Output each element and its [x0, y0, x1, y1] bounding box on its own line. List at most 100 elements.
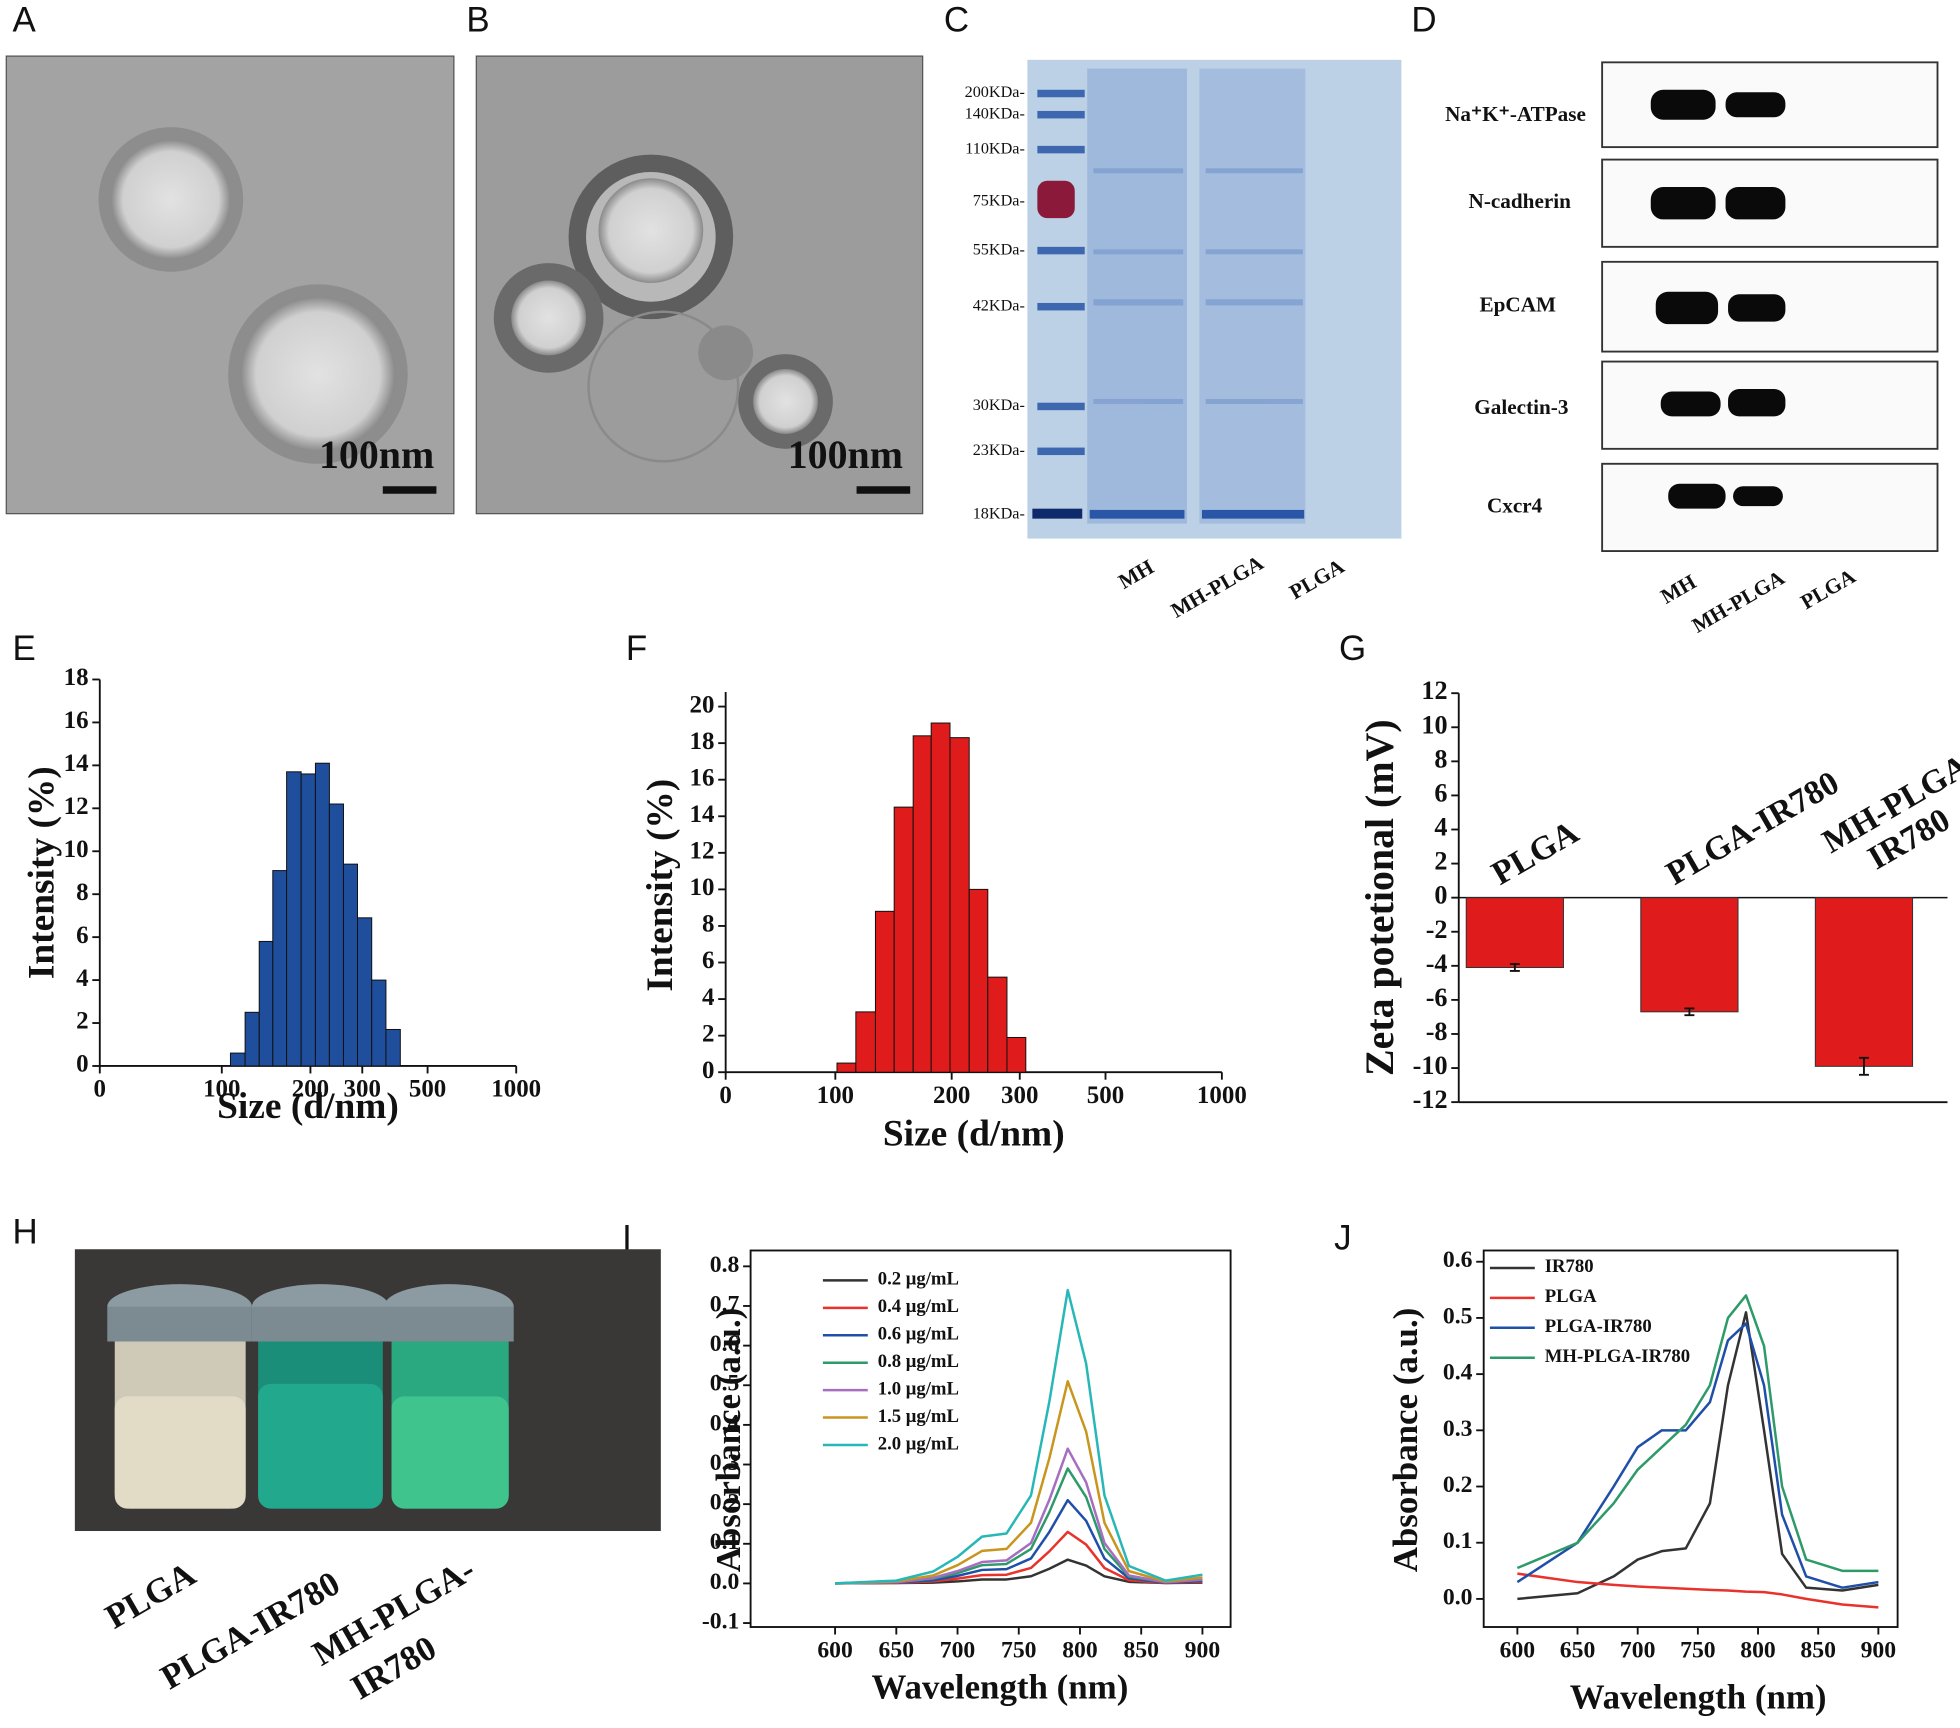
- y-tick-label: -2: [1426, 915, 1448, 944]
- y-tick-label: 2: [1434, 847, 1447, 876]
- x-tick-label: 500: [409, 1076, 446, 1103]
- histogram-bar: [836, 1062, 857, 1073]
- x-tick-label: 750: [1001, 1637, 1037, 1663]
- plot-frame: [749, 1249, 1232, 1628]
- category-label: PLGA: [1486, 813, 1586, 892]
- histogram-bar: [930, 722, 951, 1073]
- y-tick-label: 2: [702, 1020, 714, 1047]
- y-axis-label: Zeta potetional (mV): [1357, 719, 1402, 1076]
- y-tick-label: 0.3: [710, 1450, 740, 1476]
- vial-label: PLGA: [99, 1554, 202, 1636]
- x-axis-label: Size (d/nm): [217, 1086, 399, 1127]
- y-tick-label: 0.1: [710, 1529, 740, 1555]
- y-tick-label: -6: [1426, 983, 1448, 1012]
- x-tick-label: 600: [1500, 1637, 1536, 1663]
- histogram-bar: [912, 735, 932, 1073]
- legend-label: 1.5 μg/mL: [878, 1406, 959, 1427]
- panel-letter: G: [1339, 629, 1366, 668]
- legend-label: 0.6 μg/mL: [878, 1324, 959, 1345]
- series-line: [835, 1530, 1203, 1585]
- histogram-bar: [968, 888, 989, 1073]
- protein-label: Na⁺K⁺-ATPase: [1445, 102, 1586, 126]
- x-tick-label: 650: [1560, 1637, 1596, 1663]
- panel-letter: I: [622, 1219, 632, 1258]
- y-tick-label: 12: [1421, 676, 1447, 705]
- histogram-bar: [874, 910, 895, 1073]
- histogram-bar: [987, 976, 1008, 1073]
- y-tick-label: 0.0: [1443, 1584, 1473, 1610]
- y-tick-label: 10: [1421, 710, 1447, 739]
- histogram-bar: [244, 1011, 260, 1067]
- error-bar: [1858, 1056, 1869, 1076]
- error-bar: [1684, 1007, 1695, 1017]
- histogram-bar: [229, 1052, 246, 1067]
- legend-label: MH-PLGA-IR780: [1545, 1346, 1690, 1367]
- series-line: [835, 1380, 1203, 1585]
- y-tick-label: -4: [1426, 949, 1448, 978]
- x-tick-label: 600: [817, 1637, 853, 1663]
- histogram-bar: [328, 803, 344, 1067]
- series-line: [1517, 1572, 1879, 1609]
- western-blot: Na⁺K⁺-ATPase N-cadherin EpCAM Galectin-3…: [1445, 61, 1939, 638]
- y-tick-label: -0.1: [702, 1608, 739, 1634]
- y-axis-label: Intensity (%): [640, 779, 681, 992]
- y-tick-label: 14: [690, 801, 715, 828]
- category-label: MH-PLGA-IR780: [1816, 742, 1960, 893]
- x-tick-label: 900: [1185, 1637, 1221, 1663]
- scale-bar-label: 100nm: [319, 432, 434, 477]
- panel-letters: A B C D E F G H I J: [13, 1, 1437, 1258]
- y-tick-label: 10: [64, 836, 89, 863]
- y-tick-label: 18: [690, 728, 715, 755]
- x-tick-label: 650: [879, 1637, 915, 1663]
- protein-label: N-cadherin: [1469, 189, 1572, 213]
- y-axis-label: Absorbance (a.u.): [709, 1308, 748, 1573]
- legend-label: IR780: [1545, 1256, 1594, 1277]
- panel-letter: B: [466, 1, 489, 40]
- panel-letter: H: [13, 1213, 38, 1252]
- panel-letter: F: [626, 629, 647, 668]
- y-tick-label: -12: [1413, 1085, 1448, 1114]
- y-axis-label: Absorbance (a.u.): [1386, 1308, 1425, 1573]
- x-tick-label: 850: [1800, 1637, 1836, 1663]
- tem-image-a: 100nm: [5, 55, 455, 515]
- x-tick-label: 500: [1087, 1082, 1124, 1109]
- histogram-bar: [356, 917, 373, 1067]
- legend-label: 1.0 μg/mL: [878, 1378, 959, 1399]
- y-tick-label: 14: [64, 750, 89, 777]
- plot-frame: [1482, 1249, 1899, 1628]
- y-tick-label: 0: [702, 1057, 714, 1084]
- x-tick-label: 1000: [1197, 1082, 1247, 1109]
- x-tick-label: 100: [203, 1076, 240, 1103]
- y-tick-label: 12: [64, 793, 89, 820]
- y-tick-label: 12: [690, 838, 715, 865]
- histogram-bar: [258, 940, 274, 1067]
- bar: [1465, 897, 1564, 969]
- y-tick-label: 10: [690, 874, 715, 901]
- y-tick-label: 0.3: [1443, 1416, 1473, 1442]
- lane-label: PLGA: [1796, 564, 1860, 615]
- x-tick-label: 300: [1001, 1082, 1038, 1109]
- y-tick-label: 4: [702, 984, 714, 1011]
- x-tick-label: 800: [1740, 1637, 1776, 1663]
- series-line: [835, 1467, 1203, 1585]
- x-tick-label: 800: [1062, 1637, 1098, 1663]
- legend-label: 0.8 μg/mL: [878, 1351, 959, 1372]
- marker-label: 200KDa-: [965, 83, 1025, 101]
- gel-image: 200KDa- 140KDa- 110KDa- 75KDa- 55KDa- 42…: [965, 59, 1402, 623]
- marker-label: 55KDa-: [973, 240, 1025, 258]
- y-tick-label: 0.0: [710, 1569, 740, 1595]
- x-axis-label: Size (d/nm): [883, 1114, 1065, 1155]
- histogram-bar: [855, 1011, 876, 1073]
- y-tick-label: 0.5: [710, 1371, 740, 1397]
- y-tick-label: 4: [1434, 813, 1447, 842]
- y-tick-label: 6: [1434, 778, 1447, 807]
- panel-letter: A: [13, 1, 37, 40]
- histogram-bar: [300, 773, 316, 1067]
- x-tick-label: 900: [1861, 1637, 1897, 1663]
- x-tick-label: 850: [1123, 1637, 1159, 1663]
- lane-label: MH: [1114, 554, 1158, 593]
- x-tick-label: 100: [817, 1082, 854, 1109]
- y-tick-label: 0.8: [710, 1252, 740, 1278]
- y-tick-label: 0.6: [1443, 1247, 1473, 1273]
